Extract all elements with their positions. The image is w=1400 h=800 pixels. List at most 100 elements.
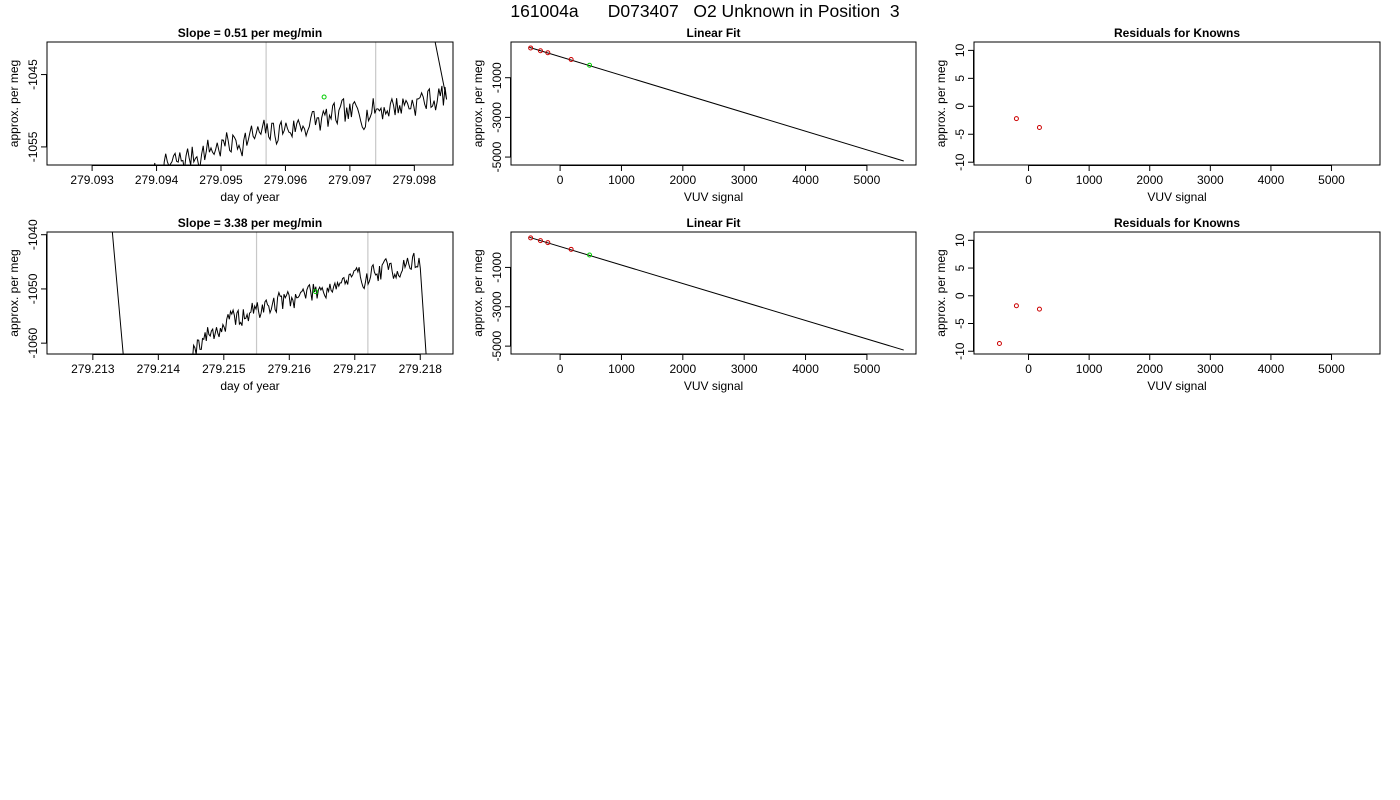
highlight-point (312, 289, 318, 295)
x-tick-label: 0 (557, 173, 564, 187)
known-point (545, 50, 551, 56)
y-tick-label: 10 (953, 43, 967, 57)
x-tick-label: 5000 (854, 173, 881, 187)
y-axis-label: approx. per meg (471, 60, 485, 147)
x-axis-label: VUV signal (684, 379, 743, 393)
x-tick-label: 4000 (792, 173, 819, 187)
y-tick-label: -5000 (490, 330, 504, 361)
plot-area (111, 232, 427, 354)
known-point (537, 48, 543, 54)
known-point (528, 45, 534, 51)
y-tick-label: -5 (953, 318, 967, 329)
x-tick-label: 0 (1025, 362, 1032, 376)
y-tick-label: 0 (953, 292, 967, 299)
plot-frame (46, 41, 454, 166)
x-tick-label: 279.093 (70, 173, 114, 187)
x-tick-label: 0 (557, 362, 564, 376)
x-tick-label: 2000 (669, 362, 696, 376)
x-tick-label: 4000 (1258, 362, 1285, 376)
y-tick-label: -1000 (490, 62, 504, 93)
chart-title: Slope = 0.51 per meg/min (178, 26, 322, 40)
x-axis-label: VUV signal (1147, 190, 1206, 204)
plot-area (528, 235, 904, 351)
y-tick-label: -1000 (490, 252, 504, 283)
x-tick-label: 279.096 (264, 173, 308, 187)
x-tick-label: 3000 (731, 362, 758, 376)
y-tick-label: -5000 (490, 141, 504, 172)
y-tick-label: -5 (953, 129, 967, 140)
x-tick-label: 5000 (854, 362, 881, 376)
unknown-point (587, 252, 593, 258)
x-tick-label: 279.213 (71, 362, 115, 376)
y-tick-label: -3000 (490, 291, 504, 322)
chart-r2-resid: Residuals for Knowns 0 1000 2000 3000 4000 500… (934, 216, 1381, 393)
y-tick-label: -1055 (26, 131, 40, 162)
unknown-point (587, 62, 593, 68)
y-tick-label: 10 (953, 233, 967, 247)
y-axis-label: approx. per meg (934, 249, 948, 336)
y-tick-label: -1060 (26, 327, 40, 358)
residual-point (996, 340, 1002, 346)
x-tick-label: 1000 (608, 173, 635, 187)
x-tick-label: 0 (1025, 173, 1032, 187)
chart-r1-resid: Residuals for Knowns 0 1000 2000 3000 4000 500… (934, 26, 1381, 204)
y-axis-label: approx. per meg (471, 249, 485, 336)
x-tick-label: 5000 (1318, 362, 1345, 376)
y-tick-label: 0 (953, 103, 967, 110)
y-tick-label: -1050 (26, 273, 40, 304)
y-tick-label: -10 (953, 342, 967, 360)
y-tick-label: -10 (953, 153, 967, 171)
known-point (568, 56, 574, 62)
y-tick-label: -3000 (490, 102, 504, 133)
plot-area (996, 303, 1042, 346)
residual-point (1036, 306, 1042, 312)
x-tick-label: 2000 (669, 173, 696, 187)
x-tick-label: 279.095 (199, 173, 243, 187)
y-tick-label: -1040 (26, 219, 40, 250)
page-title: 161004a D073407 O2 Unknown in Position 3 (510, 1, 900, 21)
fit-line (529, 236, 904, 351)
x-axis-label: VUV signal (1147, 379, 1206, 393)
x-tick-label: 1000 (608, 362, 635, 376)
chart-title: Linear Fit (686, 216, 740, 230)
y-tick-label: -1045 (26, 59, 40, 90)
y-axis-label: approx. per meg (934, 60, 948, 147)
x-tick-label: 3000 (1197, 362, 1224, 376)
plot-area (1013, 116, 1042, 131)
y-axis-label: approx. per meg (7, 249, 21, 336)
x-tick-label: 279.214 (137, 362, 181, 376)
x-tick-label: 3000 (731, 173, 758, 187)
x-tick-label: 4000 (1258, 173, 1285, 187)
x-tick-label: 1000 (1076, 173, 1103, 187)
highlight-point (321, 94, 327, 100)
y-tick-label: 5 (953, 75, 967, 82)
x-tick-label: 3000 (1197, 173, 1224, 187)
residual-point (1036, 125, 1042, 131)
x-tick-label: 279.094 (135, 173, 179, 187)
known-point (528, 235, 534, 241)
x-tick-label: 279.218 (399, 362, 443, 376)
plot-frame (973, 231, 1381, 355)
x-tick-label: 1000 (1076, 362, 1103, 376)
x-tick-label: 4000 (792, 362, 819, 376)
x-tick-label: 279.216 (268, 362, 312, 376)
fit-line (529, 46, 904, 162)
chart-r2-time: Slope = 3.38 per meg/min 279.213 279.214 27… (7, 216, 454, 393)
known-point (545, 240, 551, 246)
chart-r1-time: Slope = 0.51 per meg/min 279.093 279.094 27… (7, 26, 454, 204)
chart-title: Slope = 3.38 per meg/min (178, 216, 322, 230)
chart-r2-fit: Linear Fit 0 1000 2000 3000 4000 5000 -1000 -300… (471, 216, 917, 393)
known-point (537, 238, 543, 244)
chart-title: Residuals for Knowns (1114, 216, 1240, 230)
x-axis-label: VUV signal (684, 190, 743, 204)
data-series-line (111, 232, 427, 354)
chart-title: Linear Fit (686, 26, 740, 40)
residual-point (1013, 116, 1019, 122)
known-point (568, 246, 574, 252)
x-tick-label: 279.097 (328, 173, 372, 187)
x-tick-label: 2000 (1136, 173, 1163, 187)
y-tick-label: 5 (953, 264, 967, 271)
x-tick-label: 279.215 (202, 362, 246, 376)
chart-title: Residuals for Knowns (1114, 26, 1240, 40)
